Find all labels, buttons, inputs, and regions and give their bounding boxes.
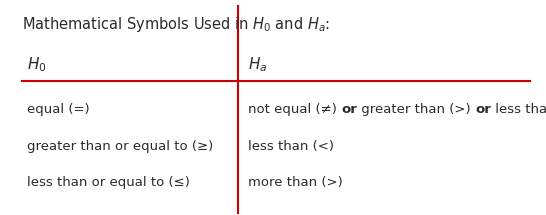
Text: or: or (342, 103, 358, 116)
Text: less than or equal to (≤): less than or equal to (≤) (27, 176, 190, 189)
Text: $\mathbf{\mathit{H_a}}$: $\mathbf{\mathit{H_a}}$ (248, 55, 268, 74)
Text: equal (=): equal (=) (27, 103, 90, 116)
Text: greater than (>): greater than (>) (358, 103, 476, 116)
Text: not equal (≠): not equal (≠) (248, 103, 342, 116)
Text: greater than or equal to (≥): greater than or equal to (≥) (27, 140, 213, 153)
Text: less than (<): less than (<) (248, 140, 335, 153)
Text: Mathematical Symbols Used in $H_0$ and $H_a$:: Mathematical Symbols Used in $H_0$ and $… (22, 15, 330, 34)
Text: more than (>): more than (>) (248, 176, 343, 189)
Text: less than (<): less than (<) (491, 103, 546, 116)
Text: or: or (476, 103, 491, 116)
Text: $\mathbf{\mathit{H_0}}$: $\mathbf{\mathit{H_0}}$ (27, 55, 47, 74)
